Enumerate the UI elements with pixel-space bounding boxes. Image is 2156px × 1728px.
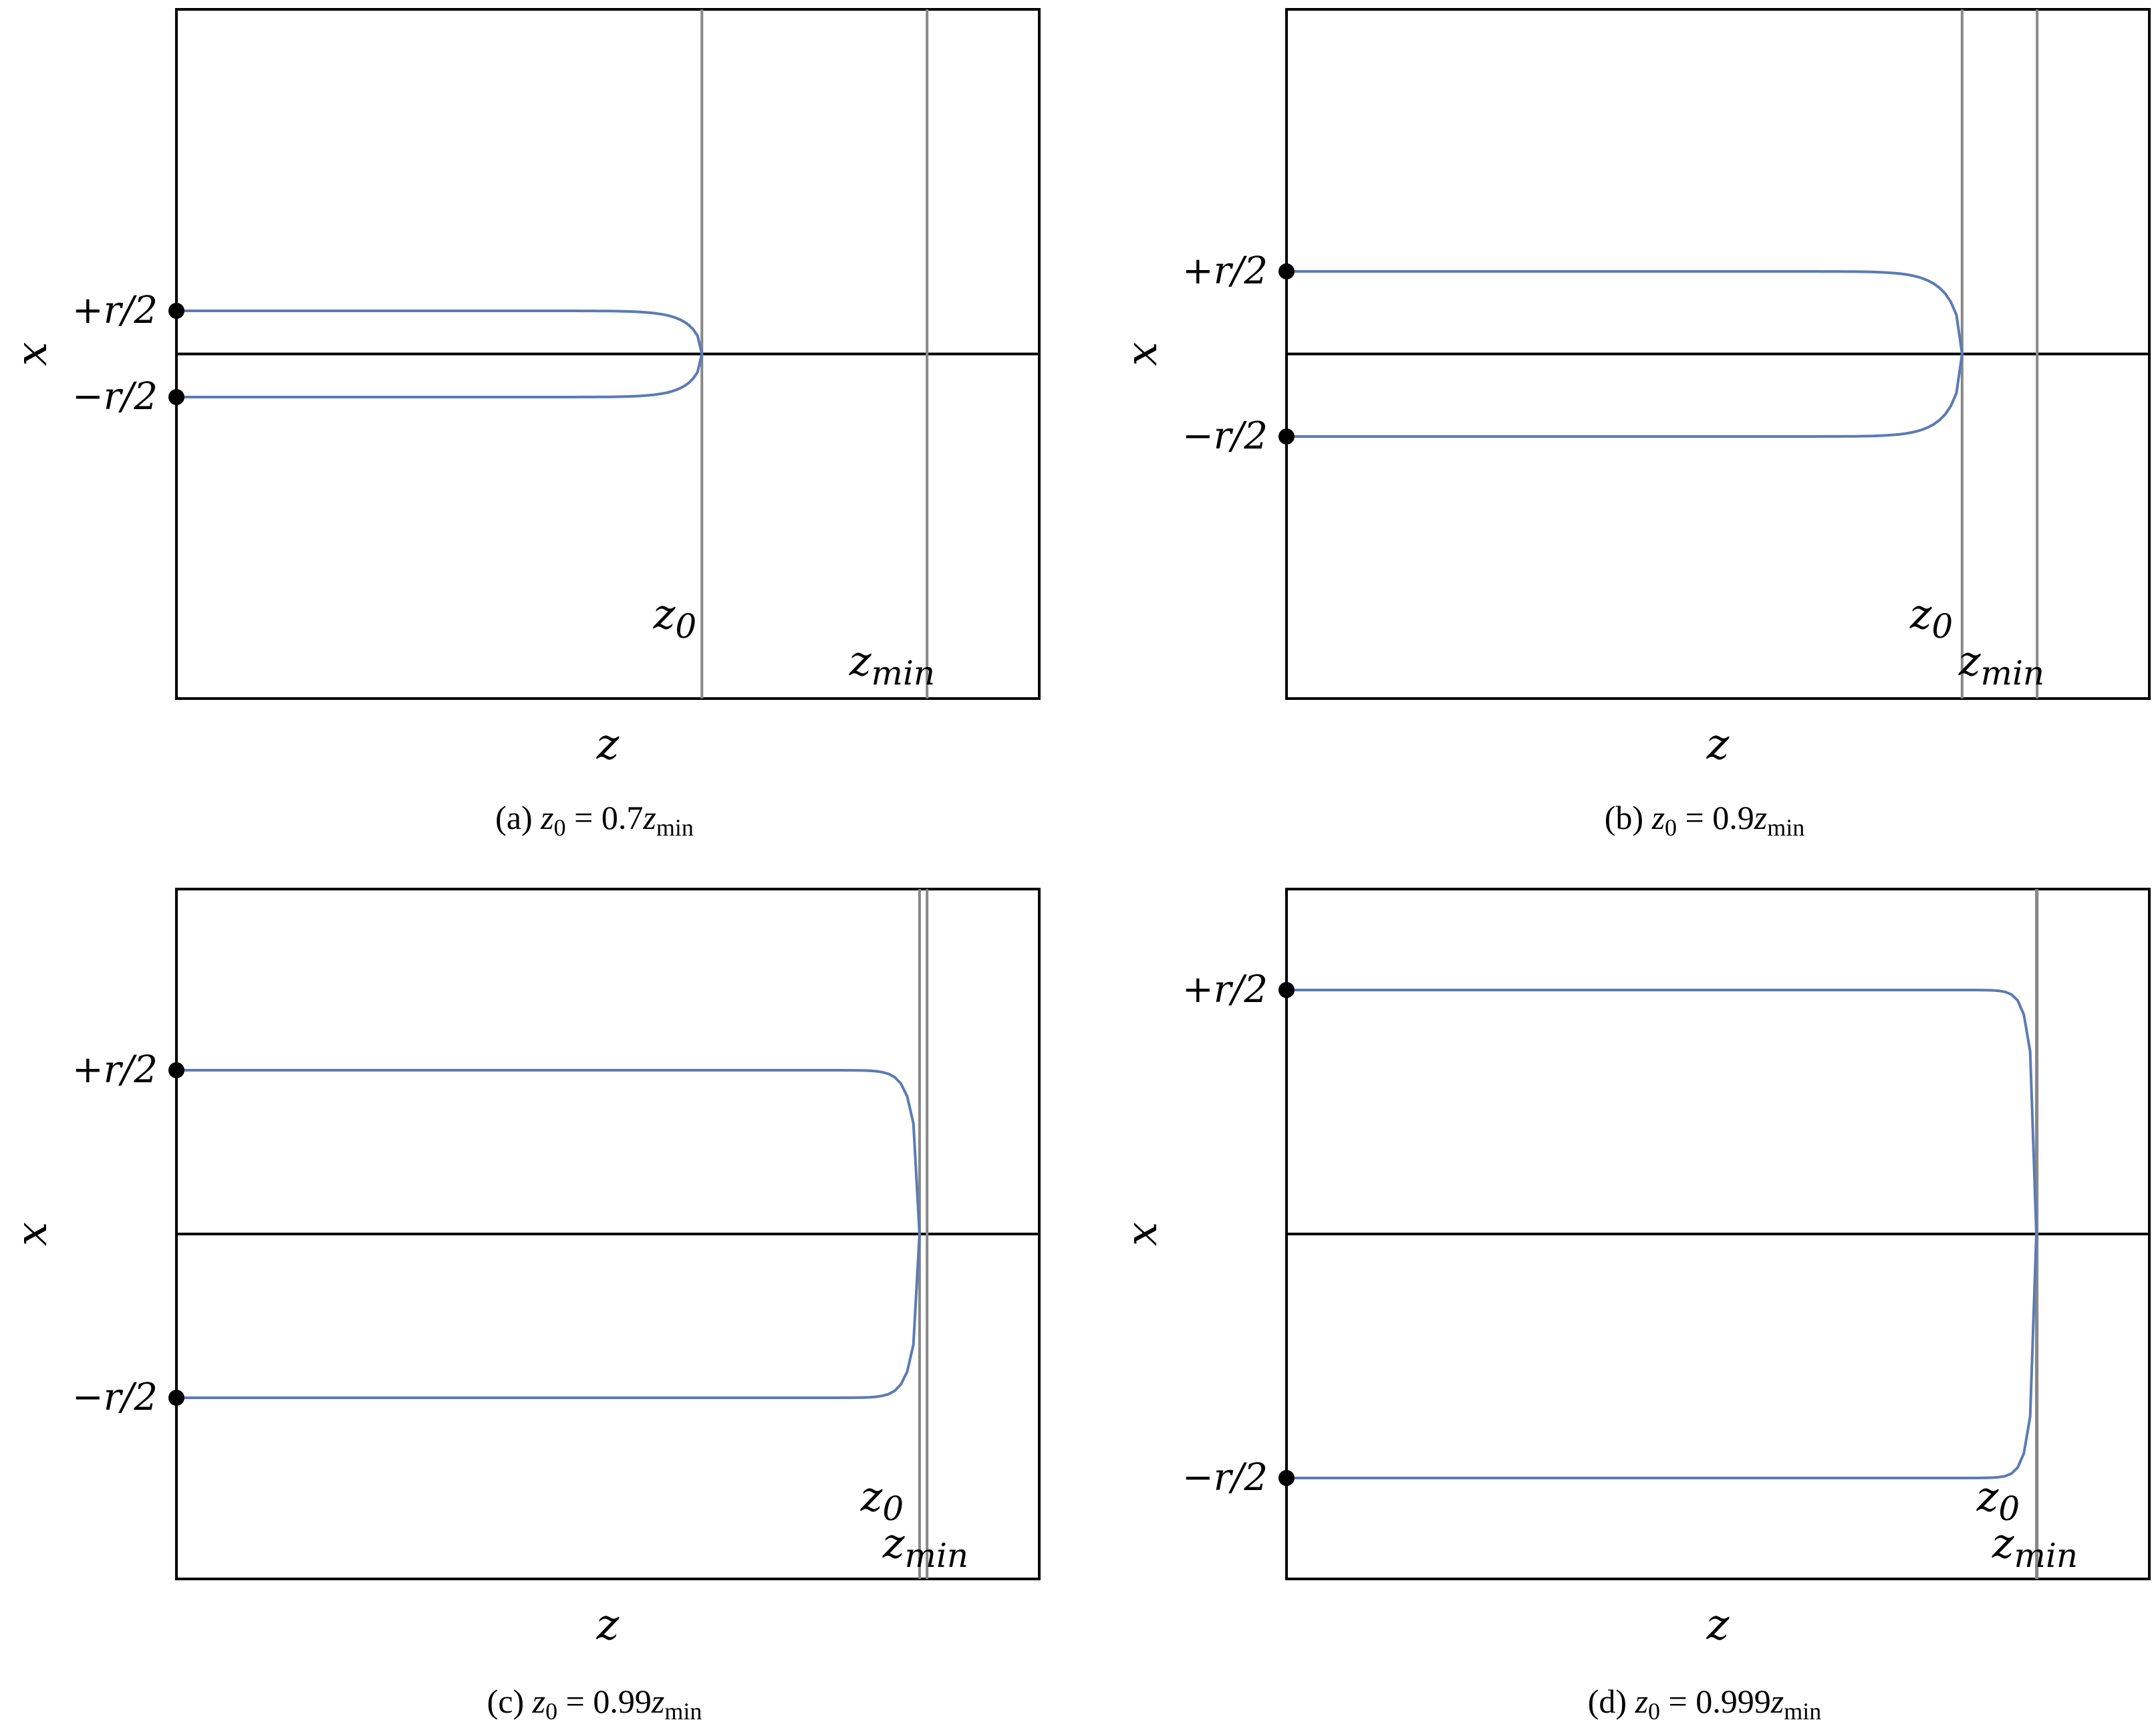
curve-series: [1287, 270, 1964, 438]
panel-caption: (a) z0 = 0.7zmin: [495, 799, 694, 841]
endpoint-plus: [168, 1062, 184, 1078]
endpoint-minus: [1278, 1470, 1295, 1486]
panel-caption: (d) z0 = 0.999zmin: [1588, 1683, 1821, 1725]
x-axis-title: z: [1706, 720, 1730, 769]
endpoint-minus: [168, 1390, 184, 1406]
panel-caption: (b) z0 = 0.9zmin: [1605, 799, 1804, 841]
endpoint-plus: [1278, 982, 1295, 998]
ytick-label-minus: −r/2: [1182, 414, 1268, 458]
curve-series: [1287, 989, 2038, 1479]
y-axis-title: x: [1117, 342, 1167, 366]
reference-label-0: z0: [1976, 1472, 2020, 1528]
reference-label-0: z0: [1909, 590, 1953, 646]
x-axis-title: z: [1706, 1600, 1730, 1650]
x-axis-title: z: [596, 1600, 620, 1650]
reference-label-0: z0: [653, 590, 696, 646]
reference-label-min: zmin: [849, 636, 935, 693]
panel-caption: (c) z0 = 0.99zmin: [487, 1683, 702, 1725]
reference-label-0: z0: [860, 1472, 904, 1528]
ytick-label-plus: +r/2: [72, 1048, 158, 1092]
y-axis-title: x: [7, 1222, 57, 1246]
x-axis-title: z: [596, 720, 620, 769]
ytick-label-plus: +r/2: [1182, 968, 1268, 1011]
ytick-label-plus: +r/2: [72, 289, 158, 332]
ytick-label-minus: −r/2: [1182, 1456, 1268, 1499]
y-axis-title: x: [7, 342, 57, 366]
ytick-label-minus: −r/2: [72, 1376, 158, 1419]
y-axis-title: x: [1117, 1222, 1167, 1246]
endpoint-plus: [168, 303, 184, 319]
endpoint-plus: [1278, 263, 1295, 279]
curve-series: [176, 1069, 921, 1399]
ytick-label-plus: +r/2: [1182, 249, 1268, 293]
reference-label-min: zmin: [882, 1519, 968, 1575]
reference-label-min: zmin: [1958, 636, 2044, 693]
curve-series: [176, 310, 704, 398]
reference-label-min: zmin: [1992, 1519, 2078, 1575]
endpoint-minus: [1278, 428, 1295, 445]
panel-a: z0 zmin +r/2 −r/2 z x (a) z0 = 0.7zmin: [7, 8, 1041, 841]
ytick-label-minus: −r/2: [72, 375, 158, 418]
endpoint-minus: [168, 389, 184, 405]
